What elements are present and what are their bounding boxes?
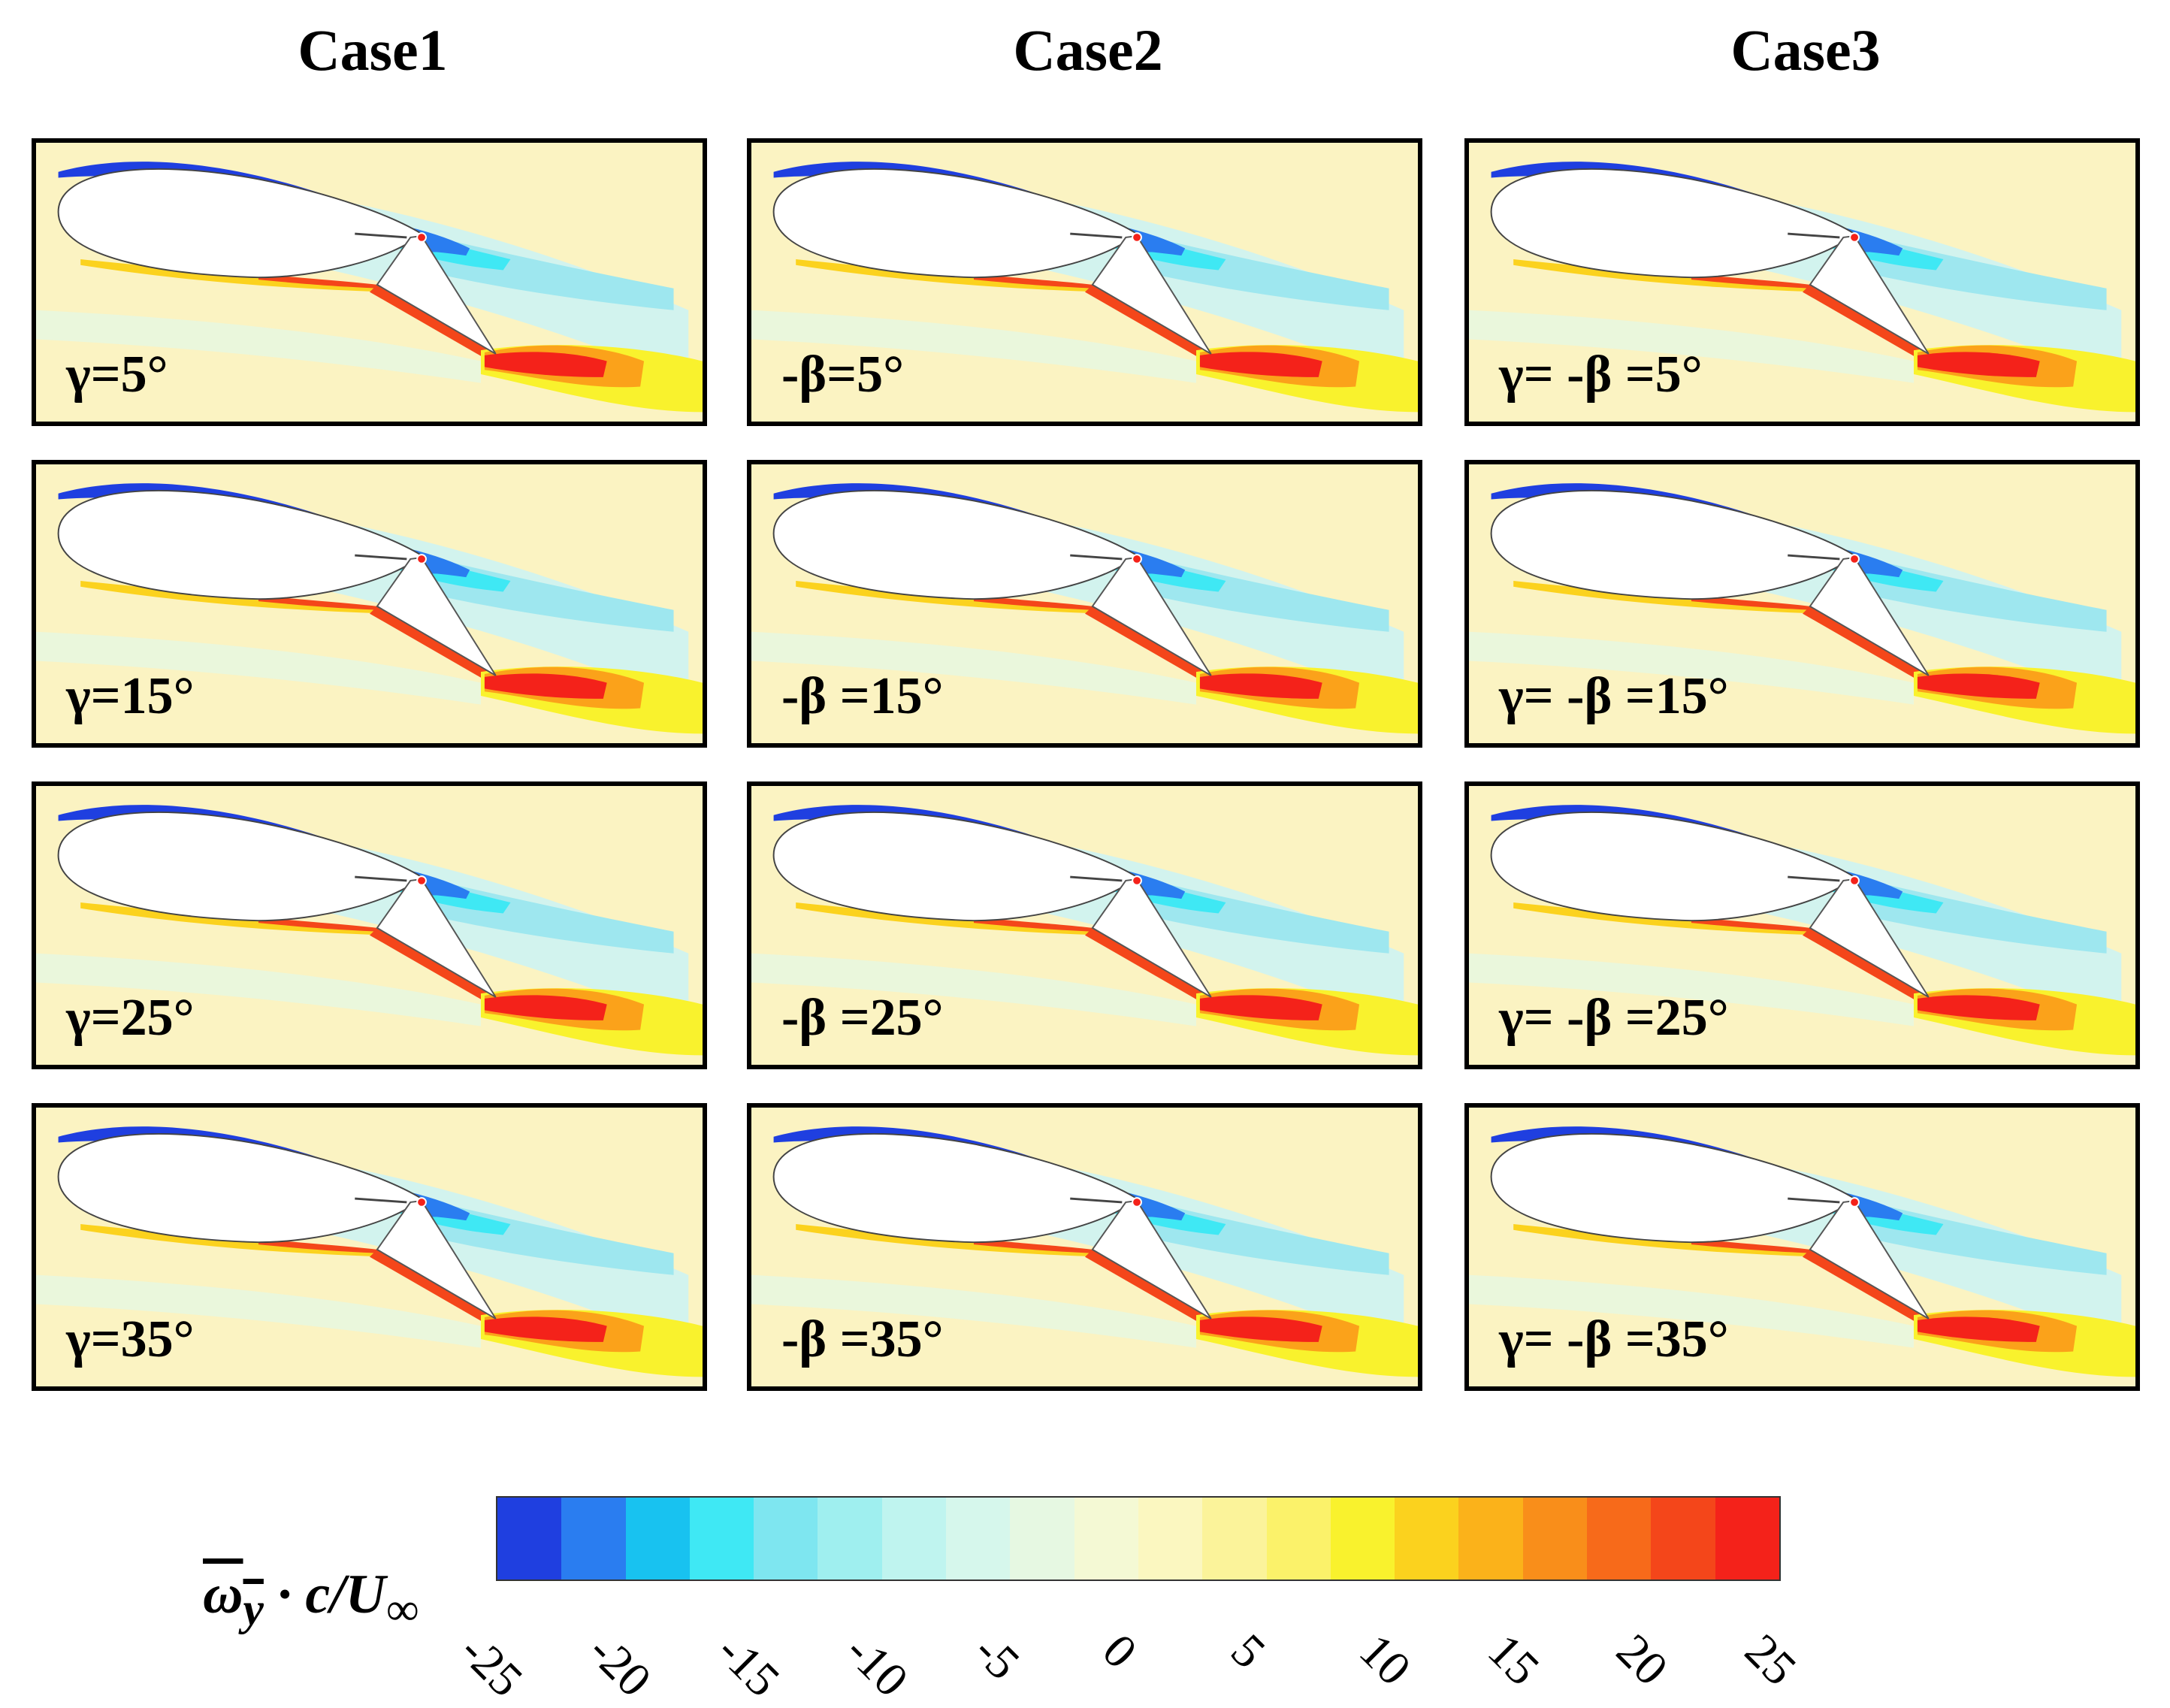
colorbar-cell [946,1498,1011,1580]
colorbar-cell [1266,1498,1331,1580]
colorbar [496,1496,1781,1581]
column-title-case2: Case2 [1013,17,1163,83]
column-title-case3: Case3 [1730,17,1881,83]
colorbar-cell [1074,1498,1138,1580]
vorticity-contour-plot [751,162,1418,413]
column-title-case1: Case1 [298,17,448,83]
panel-case1-row4: γ=35° [32,1103,707,1391]
vorticity-contour-plot [36,162,703,413]
colorbar-cell [1458,1498,1523,1580]
panel-angle-label: γ= -β =15° [1499,667,1729,725]
colorbar-cell [1138,1498,1203,1580]
vorticity-contour-plot [36,1126,703,1377]
colorbar-tick-label: 15 [1478,1623,1550,1696]
colorbar-cell [818,1498,882,1580]
colorbar-tick-label: 20 [1606,1623,1679,1696]
colorbar-cell [1522,1498,1588,1580]
colorbar-tick-label: 25 [1735,1623,1807,1696]
colorbar-tick-label: -25 [450,1623,533,1707]
panel-angle-label: γ=15° [66,667,195,725]
vorticity-contour-plot [1469,805,2135,1056]
colorbar-cell [1330,1498,1395,1580]
colorbar-tick-label: -5 [964,1623,1030,1690]
panel-angle-label: -β=5° [781,346,905,404]
panel-case2-row1: -β=5° [747,138,1422,426]
colorbar-cell [1010,1498,1074,1580]
panel-angle-label: γ= -β =25° [1499,989,1729,1047]
vorticity-contour-plot [751,805,1418,1056]
colorbar-cell [1587,1498,1652,1580]
panel-case3-row4: γ= -β =35° [1464,1103,2140,1391]
colorbar-cell [689,1498,754,1580]
colorbar-tick-label: -10 [836,1623,919,1707]
colorbar-cell [1715,1498,1779,1580]
panel-case2-row3: -β =25° [747,781,1422,1069]
colorbar-tick-label: 10 [1349,1623,1422,1696]
vorticity-contour-plot [36,805,703,1056]
colorbar-tick-label: 5 [1221,1623,1276,1679]
colorbar-cell [625,1498,690,1580]
panel-angle-label: γ=5° [66,346,168,404]
panel-angle-label: γ= -β =35° [1499,1310,1729,1368]
colorbar-cell [497,1498,562,1580]
vorticity-contour-plot [1469,1126,2135,1377]
vorticity-contour-plot [1469,162,2135,413]
panel-angle-label: γ= -β =5° [1499,346,1703,404]
panel-angle-label: -β =25° [781,989,944,1047]
colorbar-cell [881,1498,947,1580]
colorbar-cell [1202,1498,1267,1580]
panel-case3-row1: γ= -β =5° [1464,138,2140,426]
panel-case3-row3: γ= -β =25° [1464,781,2140,1069]
panel-case1-row2: γ=15° [32,460,707,748]
colorbar-tick-label: -20 [579,1623,662,1707]
colorbar-cell [561,1498,626,1580]
panel-angle-label: γ=35° [66,1310,195,1368]
panel-case2-row4: -β =35° [747,1103,1422,1391]
colorbar-cell [1651,1498,1715,1580]
panel-angle-label: -β =15° [781,667,944,725]
panel-angle-label: -β =35° [781,1310,944,1368]
panel-angle-label: γ=25° [66,989,195,1047]
colorbar-cell [754,1498,818,1580]
colorbar-cell [1395,1498,1459,1580]
colorbar-tick-label: 0 [1093,1623,1147,1679]
colorbar-tick-label: -15 [707,1623,790,1707]
panel-case1-row1: γ=5° [32,138,707,426]
vorticity-contour-plot [36,483,703,734]
vorticity-contour-plot [751,483,1418,734]
panel-case3-row2: γ= -β =15° [1464,460,2140,748]
panel-case2-row2: -β =15° [747,460,1422,748]
colorbar-label: ωy · c/U∞ [203,1564,419,1635]
panel-case1-row3: γ=25° [32,781,707,1069]
vorticity-contour-plot [751,1126,1418,1377]
vorticity-contour-plot [1469,483,2135,734]
